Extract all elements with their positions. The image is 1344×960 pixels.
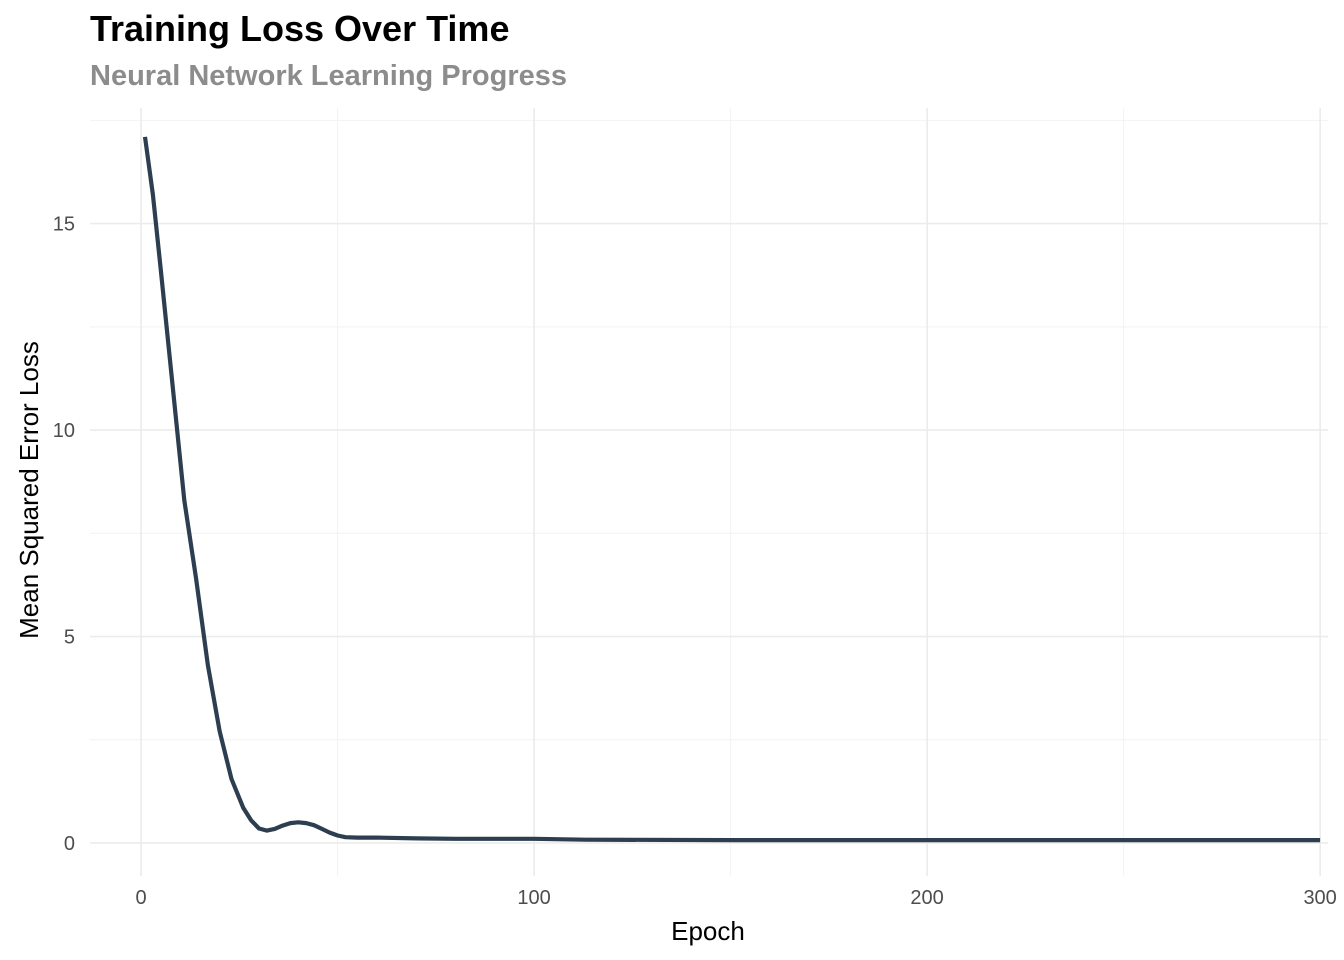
- series-layer: [142, 136, 1321, 843]
- y-tick-label: 15: [53, 214, 75, 236]
- chart-subtitle: Neural Network Learning Progress: [90, 60, 568, 92]
- x-axis-title: Epoch: [671, 916, 745, 946]
- chart-title: Training Loss Over Time: [90, 8, 510, 49]
- x-axis-ticks: 0 100 200 300: [136, 887, 1337, 909]
- major-gridlines: [90, 108, 1328, 876]
- x-tick-label: 0: [136, 887, 147, 909]
- x-tick-label: 200: [910, 887, 943, 909]
- series-line: [142, 136, 1321, 843]
- x-tick-label: 100: [517, 887, 550, 909]
- y-axis-ticks: 0 5 10 15: [53, 214, 75, 855]
- minor-gridlines: [90, 108, 1328, 876]
- x-tick-label: 300: [1303, 887, 1336, 909]
- y-tick-label: 5: [64, 627, 75, 649]
- y-tick-label: 10: [53, 420, 75, 442]
- y-axis-title: Mean Squared Error Loss: [14, 341, 44, 639]
- y-tick-label: 0: [64, 833, 75, 855]
